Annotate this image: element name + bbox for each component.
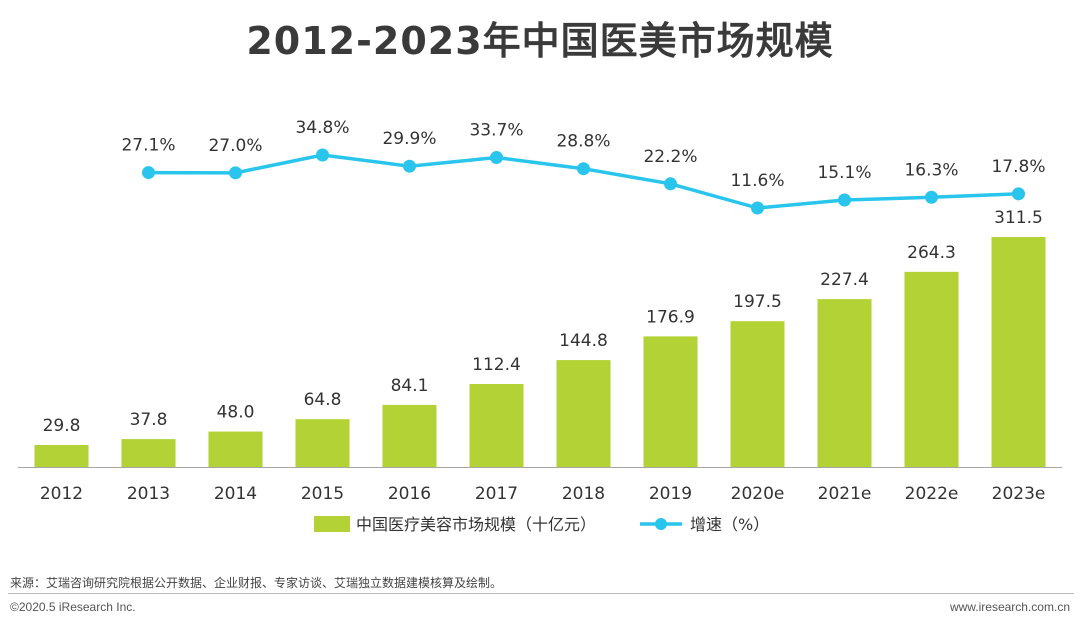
growth-point-2021e [838, 193, 851, 207]
bar-2013 [121, 439, 176, 467]
growth-label-2020e: 11.6% [730, 171, 784, 191]
bar-label-2020e: 197.5 [733, 292, 782, 312]
legend-line-marker [655, 518, 667, 530]
bar-2015 [295, 419, 350, 467]
x-tick-label: 2021e [818, 484, 872, 504]
growth-label-2015: 34.8% [295, 118, 349, 138]
bar-2023e [991, 237, 1046, 467]
growth-point-2016 [403, 159, 416, 173]
bar-2022e [904, 271, 959, 467]
bar-label-2016: 84.1 [391, 376, 429, 396]
bar-label-2017: 112.4 [472, 355, 521, 375]
growth-label-2018: 28.8% [556, 132, 610, 152]
chart-canvas: 29.8 2012 37.8 2013 48.0 2014 64.8 2015 84.1 2016… [18, 118, 1062, 534]
bar-label-2013: 37.8 [130, 410, 168, 430]
chart-title: 2012-2023年中国医美市场规模 [246, 19, 834, 63]
growth-point-2015 [316, 148, 329, 162]
growth-label-2014: 27.0% [208, 136, 262, 156]
bar-label-2012: 29.8 [43, 416, 81, 436]
bar-2021e [817, 299, 872, 467]
bar-label-2023e: 311.5 [994, 208, 1043, 228]
footer-divider [8, 593, 1074, 594]
growth-point-2018 [577, 162, 590, 176]
x-tick-label: 2015 [301, 484, 344, 504]
growth-label-2022e: 16.3% [904, 160, 958, 180]
legend-bar-label: 中国医疗美容市场规模（十亿元） [356, 515, 596, 534]
x-tick-label: 2020e [731, 484, 785, 504]
growth-label-2017: 33.7% [469, 121, 523, 141]
growth-label-2013: 27.1% [121, 136, 175, 156]
x-tick-label: 2013 [127, 484, 170, 504]
x-tick-label: 2018 [562, 484, 605, 504]
x-tick-label: 2014 [214, 484, 257, 504]
bar-label-2015: 64.8 [304, 390, 342, 410]
bar-label-2021e: 227.4 [820, 270, 869, 290]
growth-label-2023e: 17.8% [991, 157, 1045, 177]
bar-2014 [208, 431, 263, 467]
bar-2018 [556, 360, 611, 467]
bar-2012 [34, 444, 89, 467]
growth-point-2020e [751, 201, 764, 215]
x-tick-label: 2016 [388, 484, 431, 504]
bar-2016 [382, 404, 437, 467]
growth-point-2013 [142, 166, 155, 180]
source-note: 来源：艾瑞咨询研究院根据公开数据、企业财报、专家访谈、艾瑞独立数据建模核算及绘制… [10, 576, 503, 590]
copyright-text: ©2020.5 iResearch Inc. [10, 600, 136, 614]
growth-label-2016: 29.9% [382, 129, 436, 149]
bar-2019 [643, 336, 698, 467]
x-tick-label: 2012 [40, 484, 83, 504]
growth-point-2014 [229, 166, 242, 180]
legend-line-label: 增速（%） [690, 515, 769, 534]
growth-point-2023e [1012, 187, 1025, 201]
x-tick-label: 2022e [905, 484, 959, 504]
bar-2017 [469, 384, 524, 467]
bar-label-2014: 48.0 [217, 403, 255, 423]
growth-point-2022e [925, 190, 938, 204]
bar-label-2022e: 264.3 [907, 243, 956, 263]
site-url: www.iresearch.com.cn [949, 600, 1070, 614]
bar-label-2018: 144.8 [559, 331, 608, 351]
legend-bar-swatch [314, 516, 350, 532]
growth-point-2017 [490, 151, 503, 165]
x-tick-label: 2023e [992, 484, 1046, 504]
x-tick-label: 2017 [475, 484, 518, 504]
bar-label-2019: 176.9 [646, 307, 695, 327]
growth-point-2019 [664, 177, 677, 191]
growth-label-2019: 22.2% [643, 147, 697, 167]
x-tick-label: 2019 [649, 484, 692, 504]
bar-2020e [730, 321, 785, 467]
growth-label-2021e: 15.1% [817, 163, 871, 183]
